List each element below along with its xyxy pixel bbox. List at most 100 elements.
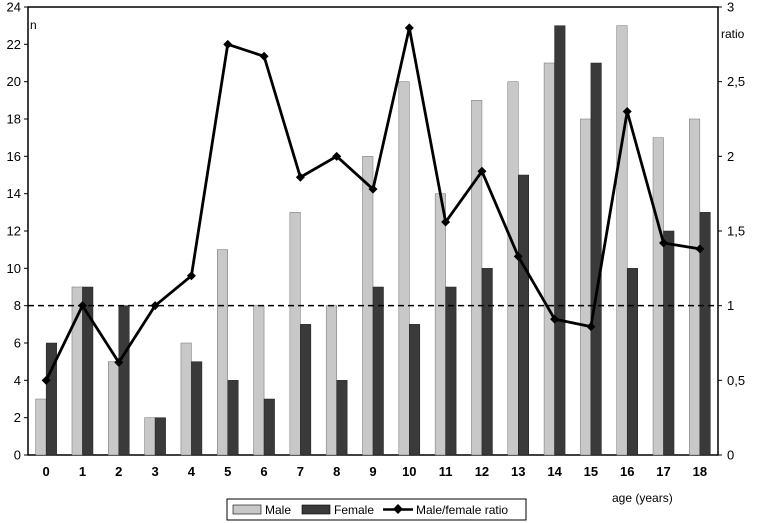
legend-label-male: Male bbox=[265, 503, 291, 517]
right-tick-label-1,5: 1,5 bbox=[727, 224, 745, 239]
legend-label-ratio: Male/female ratio bbox=[416, 503, 508, 517]
legend-swatch-male bbox=[232, 504, 262, 515]
bar-female-0 bbox=[45, 342, 57, 456]
left-tick-label-6: 6 bbox=[14, 336, 21, 351]
left-tick-label-8: 8 bbox=[14, 298, 21, 313]
left-tick-label-12: 12 bbox=[7, 224, 21, 239]
bar-female-15 bbox=[590, 62, 602, 456]
ratio-line-layer bbox=[41, 23, 705, 385]
bar-male-13 bbox=[507, 81, 519, 456]
x-tick-label-14: 14 bbox=[547, 464, 562, 479]
left-tick-label-14: 14 bbox=[7, 186, 21, 201]
ratio-point-6 bbox=[259, 51, 269, 61]
bar-female-5 bbox=[227, 380, 239, 456]
left-tick-label-22: 22 bbox=[7, 37, 21, 52]
bar-male-5 bbox=[216, 249, 228, 456]
bar-male-4 bbox=[180, 342, 192, 456]
bar-female-8 bbox=[336, 380, 348, 456]
bars-layer bbox=[35, 25, 711, 456]
bar-female-12 bbox=[481, 268, 493, 456]
bar-female-11 bbox=[445, 286, 457, 456]
ratio-point-12 bbox=[477, 166, 487, 176]
ratio-point-3 bbox=[150, 301, 160, 311]
bar-male-15 bbox=[580, 118, 592, 456]
x-tick-label-18: 18 bbox=[693, 464, 707, 479]
bar-male-18 bbox=[689, 118, 701, 456]
x-tick-label-11: 11 bbox=[439, 464, 453, 479]
right-tick-label-1: 1 bbox=[727, 298, 734, 313]
legend-marker-ratio bbox=[393, 504, 403, 514]
bar-male-2 bbox=[108, 361, 120, 456]
x-tick-label-17: 17 bbox=[656, 464, 670, 479]
ratio-point-10 bbox=[404, 23, 414, 33]
ratio-point-11 bbox=[441, 217, 451, 227]
bar-male-0 bbox=[35, 398, 47, 456]
right-tick-label-2,5: 2,5 bbox=[727, 74, 745, 89]
x-tick-label-4: 4 bbox=[188, 464, 196, 479]
ratio-point-16 bbox=[622, 107, 632, 117]
bar-female-7 bbox=[300, 324, 312, 456]
x-tick-label-9: 9 bbox=[369, 464, 376, 479]
x-tick-label-5: 5 bbox=[224, 464, 231, 479]
x-tick-label-1: 1 bbox=[79, 464, 86, 479]
x-tick-label-0: 0 bbox=[43, 464, 50, 479]
ratio-point-17 bbox=[659, 238, 669, 248]
bar-male-16 bbox=[616, 25, 628, 456]
legend-swatch-female bbox=[301, 504, 331, 515]
x-axis: 0 1 2 3 4 5 6 7 8 9 10 11 12 13 14 15 16 17 18 bbox=[43, 464, 708, 479]
left-tick-label-2: 2 bbox=[14, 410, 21, 425]
bar-male-17 bbox=[652, 137, 664, 456]
left-tick-label-16: 16 bbox=[7, 149, 21, 164]
left-axis-label: n bbox=[30, 18, 37, 32]
bar-male-6 bbox=[253, 305, 265, 456]
ratio-point-1 bbox=[77, 301, 87, 311]
left-tick-label-20: 20 bbox=[7, 74, 21, 89]
bar-male-10 bbox=[398, 81, 410, 456]
bar-female-14 bbox=[554, 25, 566, 456]
bar-male-11 bbox=[434, 193, 446, 456]
left-tick-label-0: 0 bbox=[14, 448, 21, 463]
bar-female-10 bbox=[409, 324, 421, 456]
x-tick-label-16: 16 bbox=[620, 464, 634, 479]
x-tick-label-7: 7 bbox=[297, 464, 304, 479]
bar-male-14 bbox=[543, 62, 555, 456]
right-tick-label-3: 3 bbox=[727, 0, 734, 15]
x-tick-label-15: 15 bbox=[584, 464, 598, 479]
bar-male-1 bbox=[71, 286, 83, 456]
bar-female-16 bbox=[626, 268, 638, 456]
left-tick-label-18: 18 bbox=[7, 112, 21, 127]
right-tick-label-0: 0 bbox=[727, 448, 734, 463]
bar-female-13 bbox=[518, 174, 530, 456]
left-tick-label-24: 24 bbox=[7, 0, 21, 15]
x-tick-label-13: 13 bbox=[511, 464, 525, 479]
legend-box bbox=[226, 498, 527, 521]
right-axis: 0 0,5 1 1,5 2 2,5 3 bbox=[718, 0, 745, 463]
x-tick-label-3: 3 bbox=[151, 464, 158, 479]
ratio-point-13 bbox=[513, 251, 523, 261]
x-tick-label-12: 12 bbox=[475, 464, 489, 479]
right-axis-label: ratio bbox=[721, 27, 745, 41]
bar-female-17 bbox=[663, 230, 675, 456]
bar-male-8 bbox=[325, 305, 337, 456]
right-tick-label-2: 2 bbox=[727, 149, 734, 164]
x-tick-label-2: 2 bbox=[115, 464, 122, 479]
ratio-point-18 bbox=[695, 244, 705, 254]
left-tick-label-10: 10 bbox=[7, 261, 21, 276]
ratio-point-0 bbox=[41, 375, 51, 385]
x-tick-label-6: 6 bbox=[260, 464, 267, 479]
bar-female-9 bbox=[372, 286, 384, 456]
x-tick-label-8: 8 bbox=[333, 464, 340, 479]
ratio-point-4 bbox=[186, 271, 196, 281]
bar-female-4 bbox=[191, 361, 203, 456]
ratio-point-7 bbox=[295, 172, 305, 182]
x-axis-label: age (years) bbox=[612, 491, 673, 505]
bar-female-6 bbox=[263, 398, 275, 456]
ratio-point-8 bbox=[332, 151, 342, 161]
right-tick-label-0,5: 0,5 bbox=[727, 373, 745, 388]
bar-female-3 bbox=[154, 417, 166, 456]
ratio-point-9 bbox=[368, 184, 378, 194]
bar-male-7 bbox=[289, 212, 301, 456]
